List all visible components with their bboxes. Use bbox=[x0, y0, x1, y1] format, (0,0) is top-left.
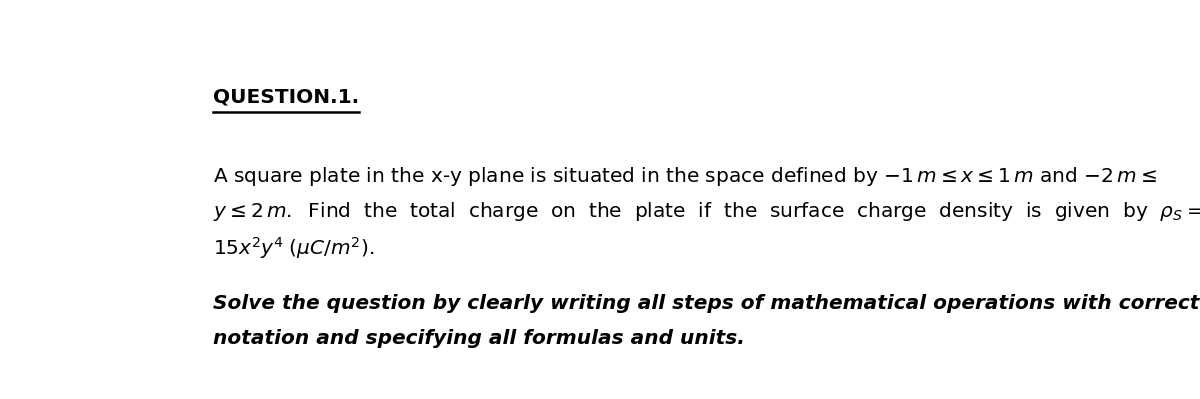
Text: $y \leq 2\,m.\;$ Find  the  total  charge  on  the  plate  if  the  surface  cha: $y \leq 2\,m.\;$ Find the total charge o… bbox=[214, 200, 1200, 223]
Text: Solve the question by clearly writing all steps of mathematical operations with : Solve the question by clearly writing al… bbox=[214, 294, 1200, 313]
Text: QUESTION.1.: QUESTION.1. bbox=[214, 88, 359, 107]
Text: $15x^2y^4\;(\mu C/m^2).$: $15x^2y^4\;(\mu C/m^2).$ bbox=[214, 235, 374, 261]
Text: notation and specifying all formulas and units.: notation and specifying all formulas and… bbox=[214, 329, 745, 348]
Text: A square plate in the x-y plane is situated in the space defined by $-1\,m \leq : A square plate in the x-y plane is situa… bbox=[214, 165, 1157, 188]
